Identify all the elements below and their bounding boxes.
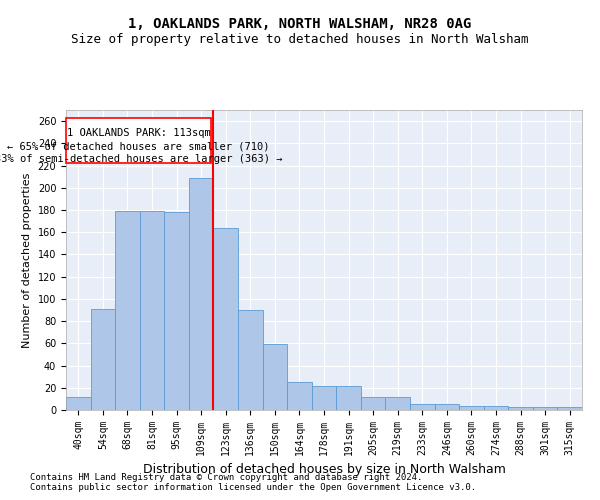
Bar (238, 310, 263, 410)
Bar (66, 396, 91, 410)
Text: 33% of semi-detached houses are larger (363) →: 33% of semi-detached houses are larger (… (0, 154, 282, 164)
Bar (410, 404, 434, 410)
Text: 1, OAKLANDS PARK, NORTH WALSHAM, NR28 0AG: 1, OAKLANDS PARK, NORTH WALSHAM, NR28 0A… (128, 18, 472, 32)
Text: ← 65% of detached houses are smaller (710): ← 65% of detached houses are smaller (71… (7, 141, 270, 151)
Bar (189, 178, 214, 410)
Bar (459, 406, 484, 410)
Text: Contains public sector information licensed under the Open Government Licence v3: Contains public sector information licen… (30, 482, 476, 492)
Bar (140, 211, 164, 410)
Bar (557, 406, 582, 410)
Y-axis label: Number of detached properties: Number of detached properties (22, 172, 32, 348)
Bar (312, 386, 336, 410)
Bar (287, 382, 312, 410)
Bar (115, 211, 140, 410)
Text: Size of property relative to detached houses in North Walsham: Size of property relative to detached ho… (71, 32, 529, 46)
Bar (164, 212, 189, 410)
Bar (336, 386, 361, 410)
Bar (508, 406, 533, 410)
Bar (361, 396, 385, 410)
Text: 1 OAKLANDS PARK: 113sqm: 1 OAKLANDS PARK: 113sqm (67, 128, 211, 138)
X-axis label: Distribution of detached houses by size in North Walsham: Distribution of detached houses by size … (143, 464, 505, 476)
Bar (385, 396, 410, 410)
Bar (434, 404, 459, 410)
Bar (263, 344, 287, 410)
Text: Contains HM Land Registry data © Crown copyright and database right 2024.: Contains HM Land Registry data © Crown c… (30, 472, 422, 482)
Bar (214, 228, 238, 410)
Bar (533, 406, 557, 410)
FancyBboxPatch shape (66, 118, 211, 164)
Bar (484, 406, 508, 410)
Bar (91, 309, 115, 410)
